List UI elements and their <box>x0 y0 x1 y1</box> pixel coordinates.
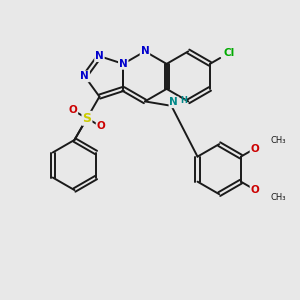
Text: O: O <box>250 185 259 195</box>
Text: H: H <box>180 96 187 105</box>
Text: N: N <box>119 59 128 69</box>
Text: S: S <box>82 112 91 125</box>
Text: N: N <box>169 97 178 107</box>
Text: O: O <box>250 143 259 154</box>
Text: N: N <box>141 46 149 56</box>
Text: N: N <box>80 71 89 81</box>
Text: CH₃: CH₃ <box>270 193 286 202</box>
Text: O: O <box>68 105 77 115</box>
Text: CH₃: CH₃ <box>270 136 286 145</box>
Text: Cl: Cl <box>224 48 235 58</box>
Text: O: O <box>97 122 105 131</box>
Text: N: N <box>95 51 104 61</box>
